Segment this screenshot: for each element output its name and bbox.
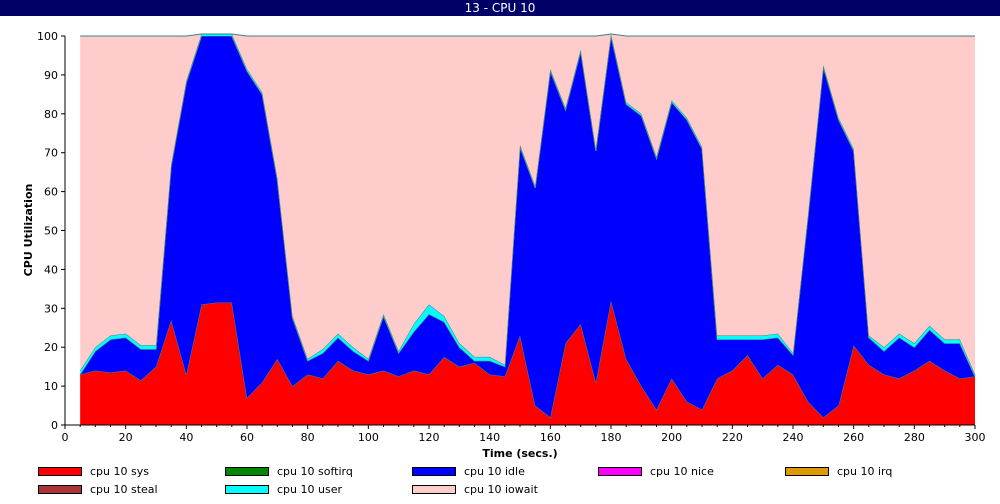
x-tick-label: 60 — [240, 431, 254, 444]
chart-legend: cpu 10 sys cpu 10 softirq cpu 10 idle cpu 1… — [0, 462, 1000, 504]
y-tick-label: 0 — [51, 419, 58, 432]
y-tick-label: 80 — [44, 108, 58, 121]
plot-area — [65, 33, 976, 425]
x-tick-label: 160 — [540, 431, 561, 444]
x-tick-label: 200 — [661, 431, 682, 444]
y-tick-label: 10 — [44, 380, 58, 393]
x-tick-label: 120 — [419, 431, 440, 444]
legend-label: cpu 10 idle — [464, 465, 525, 478]
y-tick-label: 50 — [44, 225, 58, 238]
legend-swatch — [412, 467, 456, 476]
axes: 0 10 20 30 40 50 60 70 80 90 100 0 20 40 60 80 100 120 140… — [37, 30, 986, 444]
x-tick-label: 180 — [601, 431, 622, 444]
series-line-cpu-10-iowait — [80, 33, 975, 37]
legend-swatch — [785, 467, 829, 476]
legend-swatch — [598, 467, 642, 476]
x-tick-label: 80 — [301, 431, 315, 444]
x-tick-label: 100 — [358, 431, 379, 444]
y-tick-label: 60 — [44, 186, 58, 199]
x-tick-label: 300 — [965, 431, 986, 444]
y-tick-label: 40 — [44, 263, 58, 276]
x-tick-label: 140 — [479, 431, 500, 444]
legend-swatch — [38, 467, 82, 476]
x-tick-label: 220 — [722, 431, 743, 444]
legend-swatch — [38, 485, 82, 494]
x-tick-label: 40 — [179, 431, 193, 444]
legend-label: cpu 10 softirq — [277, 465, 353, 478]
x-tick-label: 260 — [843, 431, 864, 444]
x-axis-title: Time (secs.) — [482, 447, 557, 460]
legend-label: cpu 10 nice — [650, 465, 714, 478]
legend-swatch — [225, 467, 269, 476]
legend-label: cpu 10 sys — [90, 465, 149, 478]
legend-label: cpu 10 iowait — [464, 483, 538, 496]
x-tick-label: 0 — [62, 431, 69, 444]
x-tick-label: 240 — [783, 431, 804, 444]
x-tick-label: 280 — [904, 431, 925, 444]
y-tick-label: 20 — [44, 341, 58, 354]
series-area-cpu-10-idle — [80, 36, 976, 418]
legend-label: cpu 10 user — [277, 483, 342, 496]
series-area-cpu-10-sys — [80, 300, 976, 425]
y-tick-label: 90 — [44, 69, 58, 82]
legend-swatch — [225, 485, 269, 494]
legend-label: cpu 10 irq — [837, 465, 893, 478]
y-axis-title: CPU Utilization — [22, 184, 35, 277]
y-tick-label: 70 — [44, 147, 58, 160]
window-title: 13 - CPU 10 — [0, 0, 1000, 16]
legend-swatch — [412, 485, 456, 494]
y-tick-label: 100 — [37, 30, 58, 43]
legend-label: cpu 10 steal — [90, 483, 158, 496]
series-area-cpu-10-iowait — [80, 34, 976, 375]
cpu-utilization-chart: 0 10 20 30 40 50 60 70 80 90 100 0 20 40 60 80 100 120 140… — [22, 30, 986, 460]
y-tick-label: 30 — [44, 302, 58, 315]
x-tick-label: 20 — [119, 431, 133, 444]
